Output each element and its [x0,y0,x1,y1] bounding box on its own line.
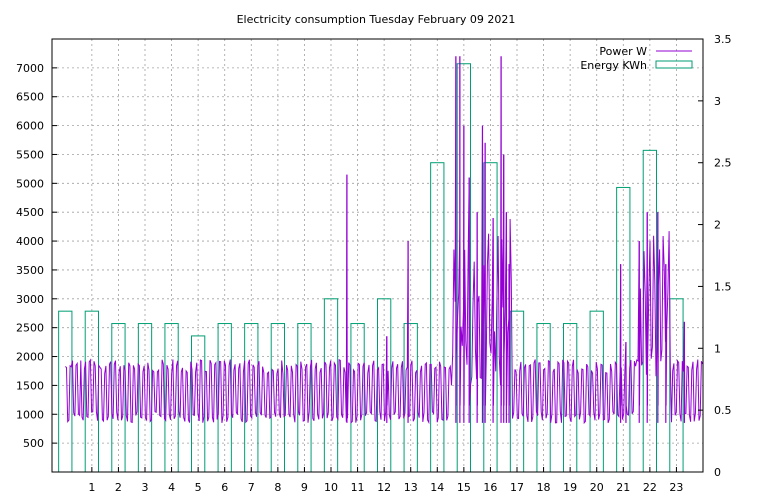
x-tick-label: 21 [616,481,630,494]
y-right-tick-label: 0.5 [714,404,732,417]
x-tick-label: 12 [377,481,391,494]
y-right-tick-label: 3.5 [714,33,732,46]
x-tick-label: 5 [195,481,202,494]
x-tick-label: 20 [590,481,604,494]
x-tick-label: 10 [324,481,338,494]
y-left-tick-label: 2500 [16,322,44,335]
legend-label-energy: Energy KWh [580,59,647,72]
x-tick-label: 18 [537,481,551,494]
x-tick-label: 14 [430,481,444,494]
plot-frame [51,38,704,473]
x-tick-label: 6 [221,481,228,494]
y-right-tick-label: 1.5 [714,280,732,293]
y-left-tick-label: 1000 [16,408,44,421]
y-left-tick-label: 500 [23,437,44,450]
power-line [64,56,704,425]
power-series [64,56,704,425]
x-tick-label: 22 [643,481,657,494]
left-y-axis: 500 1000 1500 2000 2500 3000 3500 4000 4500 5000 5… [16,62,57,450]
x-tick-label: 11 [351,481,365,494]
x-tick-label: 19 [563,481,577,494]
x-tick-label: 15 [457,481,471,494]
y-left-tick-label: 6500 [16,91,44,104]
legend-label-power: Power W [599,45,647,58]
y-right-tick-label: 2 [714,219,721,232]
y-right-tick-label: 0 [714,466,721,479]
x-tick-label: 9 [301,481,308,494]
x-tick-label: 2 [115,481,122,494]
x-tick-label: 17 [510,481,524,494]
y-left-tick-label: 7000 [16,62,44,75]
y-left-tick-label: 3000 [16,293,44,306]
x-axis: 1 2 3 4 5 6 7 8 9 10 11 12 13 14 15 16 17 18 19 20 21 22 23 [88,467,683,494]
y-left-tick-label: 4000 [16,235,44,248]
y-left-tick-label: 2000 [16,351,44,364]
legend: Power W Energy KWh [580,45,693,72]
x-tick-label: 16 [483,481,497,494]
y-left-tick-label: 6000 [16,120,44,133]
x-tick-label: 4 [168,481,175,494]
y-left-tick-label: 3500 [16,264,44,277]
y-left-tick-label: 4500 [16,206,44,219]
y-left-tick-label: 1500 [16,379,44,392]
y-right-tick-label: 2.5 [714,157,732,170]
y-right-tick-label: 1 [714,342,721,355]
x-tick-label: 13 [404,481,418,494]
y-left-tick-label: 5500 [16,148,44,161]
y-left-tick-label: 5000 [16,177,44,190]
x-tick-label: 1 [88,481,95,494]
x-tick-label: 7 [248,481,255,494]
x-tick-label: 3 [142,481,149,494]
legend-swatch-energy [655,60,693,69]
chart-title: Electricity consumption Tuesday February… [237,13,516,26]
y-right-tick-label: 3 [714,95,721,108]
right-y-axis: 0 0.5 1 1.5 2 2.5 3 3.5 [698,33,732,479]
x-tick-label: 23 [669,481,683,494]
x-tick-label: 8 [274,481,281,494]
